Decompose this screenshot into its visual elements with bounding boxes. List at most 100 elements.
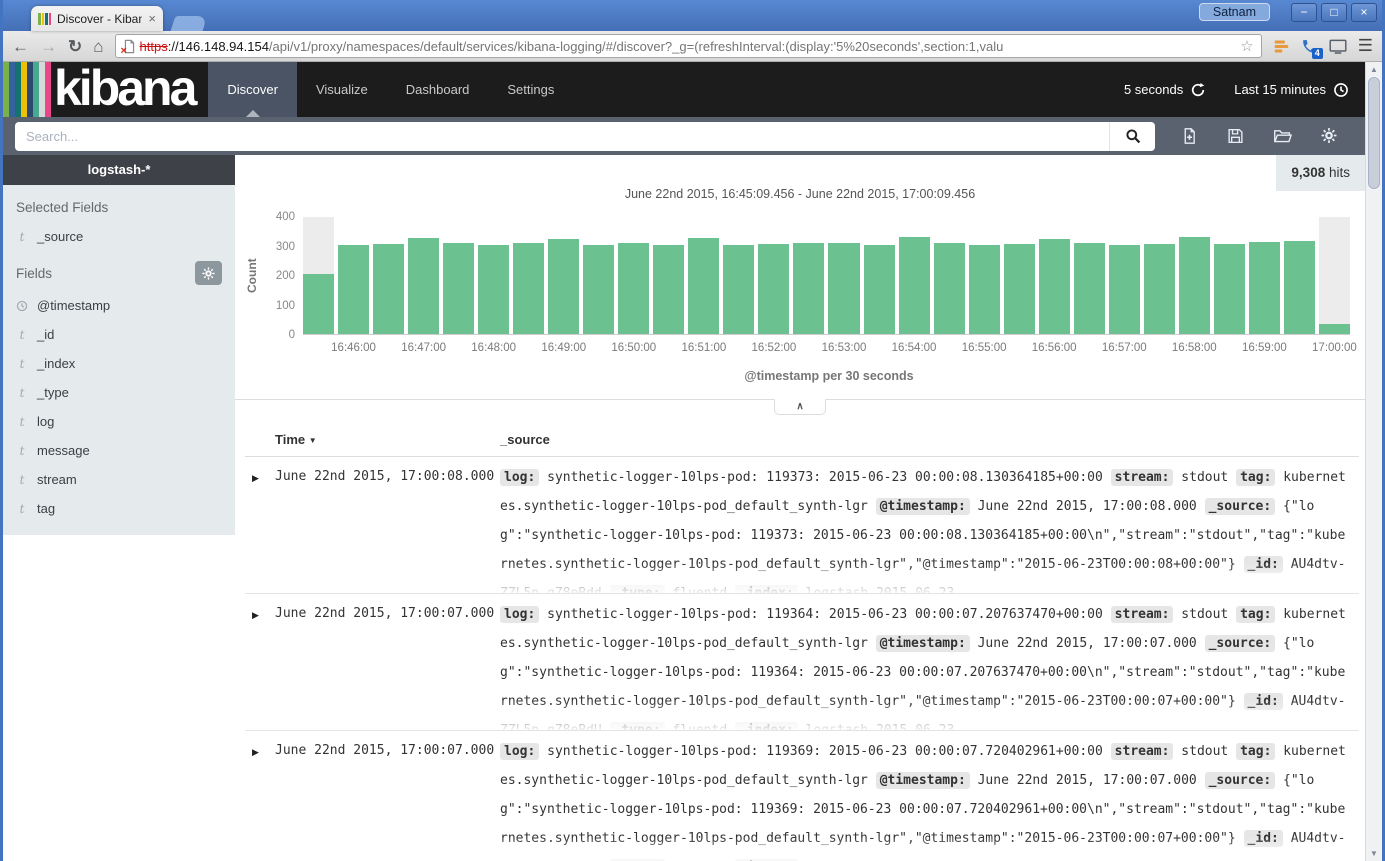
- field-badge: tag:: [1236, 469, 1276, 486]
- sidebar-field-tag[interactable]: t tag: [3, 494, 235, 523]
- histogram-bar[interactable]: [968, 244, 1000, 334]
- kibana-navbar: kibana Discover Visualize Dashboard Setting…: [3, 62, 1365, 117]
- sidebar-field-message[interactable]: t message: [3, 436, 235, 465]
- search-button[interactable]: [1109, 121, 1155, 151]
- histogram-bar[interactable]: [863, 244, 895, 334]
- collapse-chart-button[interactable]: ∧: [774, 399, 826, 415]
- histogram-bar[interactable]: [303, 274, 335, 334]
- nav-item-settings[interactable]: Settings: [507, 82, 555, 97]
- x-axis-tick-label: 16:49:00: [541, 342, 587, 354]
- page-scrollbar[interactable]: ▲ ▼: [1365, 62, 1382, 861]
- doc-table-row[interactable]: ▶ June 22nd 2015, 17:00:07.000 log: synthe…: [245, 731, 1359, 861]
- search-input[interactable]: [15, 121, 1109, 151]
- new-tab-button[interactable]: [170, 16, 208, 31]
- hits-count: 9,308: [1291, 165, 1326, 180]
- histogram-bar-slot: 16:52:00: [752, 217, 796, 354]
- histogram-bar[interactable]: [1038, 238, 1070, 334]
- histogram-bar[interactable]: [828, 242, 860, 334]
- histogram-bar[interactable]: [1283, 241, 1315, 334]
- histogram-bar[interactable]: [1178, 237, 1210, 334]
- histogram-bar[interactable]: [513, 243, 545, 334]
- histogram-bar-slot: 16:47:00: [401, 217, 446, 354]
- settings-gear-icon[interactable]: [1321, 127, 1337, 145]
- histogram-bar[interactable]: [408, 238, 440, 334]
- index-pattern-header[interactable]: logstash-*: [3, 155, 235, 185]
- histogram-bar[interactable]: [443, 242, 475, 334]
- nav-item-discover[interactable]: Discover: [208, 62, 297, 117]
- sidebar-field-stream[interactable]: t stream: [3, 465, 235, 494]
- histogram-bar[interactable]: [478, 244, 510, 334]
- nav-item-dashboard[interactable]: Dashboard: [405, 82, 470, 97]
- scrollbar-thumb[interactable]: [1368, 77, 1380, 189]
- field-badge: _source:: [1204, 772, 1276, 789]
- url-bar[interactable]: × https://146.148.94.154/api/v1/proxy/na…: [114, 34, 1262, 58]
- doc-table-row[interactable]: ▶ June 22nd 2015, 17:00:07.000 log: synthe…: [245, 594, 1359, 731]
- histogram-bar[interactable]: [1143, 244, 1175, 334]
- browser-tab[interactable]: Discover - Kibana 4 ×: [31, 6, 163, 31]
- back-button[interactable]: ←: [12, 36, 29, 56]
- histogram-bar[interactable]: [688, 238, 720, 334]
- expand-row-caret[interactable]: ▶: [252, 610, 259, 620]
- time-column-header[interactable]: Time ▼: [275, 432, 317, 447]
- histogram-bar[interactable]: [758, 244, 790, 334]
- histogram-bar[interactable]: [1213, 244, 1245, 334]
- minimize-button[interactable]: −: [1291, 3, 1317, 22]
- close-button[interactable]: ×: [1351, 3, 1377, 22]
- expand-row-caret[interactable]: ▶: [252, 473, 259, 483]
- histogram-bar[interactable]: [723, 244, 755, 334]
- histogram-bar[interactable]: [583, 244, 615, 334]
- cast-icon[interactable]: [1329, 39, 1347, 54]
- sidebar-field-log[interactable]: t log: [3, 407, 235, 436]
- browser-profile-button[interactable]: Satnam: [1198, 3, 1270, 21]
- home-button[interactable]: ⌂: [93, 36, 104, 56]
- expand-row-caret[interactable]: ▶: [252, 747, 259, 757]
- histogram-bar[interactable]: [793, 243, 825, 334]
- histogram-bar[interactable]: [338, 244, 370, 334]
- histogram-bar[interactable]: [898, 237, 930, 334]
- new-search-icon[interactable]: [1181, 127, 1198, 145]
- doc-time-cell: June 22nd 2015, 17:00:07.000: [275, 743, 495, 758]
- field-settings-gear-button[interactable]: [195, 261, 222, 285]
- nav-item-visualize[interactable]: Visualize: [315, 82, 368, 97]
- forward-button[interactable]: →: [40, 36, 57, 56]
- logo-stripe: [45, 62, 51, 117]
- x-axis-tick-label: 16:59:00: [1241, 342, 1287, 354]
- doc-table: Time ▼ _source ▶ June 22nd 2015, 17:00:08…: [245, 415, 1359, 861]
- extension-icon-phone[interactable]: 4: [1301, 38, 1323, 59]
- sidebar-field-timestamp[interactable]: @timestamp: [3, 291, 235, 320]
- bookmark-star-icon[interactable]: ☆: [1240, 38, 1254, 55]
- sidebar-field-_index[interactable]: t _index: [3, 349, 235, 378]
- sidebar-field-_source[interactable]: t _source: [3, 222, 235, 251]
- refresh-interval-picker[interactable]: 5 seconds: [1124, 82, 1206, 98]
- doc-table-row[interactable]: ▶ June 22nd 2015, 17:00:08.000 log: synthe…: [245, 457, 1359, 594]
- extension-icon-orange[interactable]: [1273, 38, 1290, 55]
- scrollbar-down-arrow[interactable]: ▼: [1370, 849, 1378, 858]
- histogram-bar[interactable]: [1318, 323, 1350, 334]
- save-search-icon[interactable]: [1227, 127, 1244, 145]
- histogram-bar[interactable]: [933, 243, 965, 334]
- sidebar-field-_type[interactable]: t _type: [3, 378, 235, 407]
- histogram-bar[interactable]: [1108, 244, 1140, 334]
- histogram-bar[interactable]: [653, 244, 685, 334]
- time-range-picker[interactable]: Last 15 minutes: [1234, 82, 1349, 98]
- kibana-brand: kibana: [54, 60, 197, 116]
- histogram-bar[interactable]: [548, 238, 580, 334]
- maximize-button[interactable]: □: [1321, 3, 1347, 22]
- refresh-icon: [1190, 82, 1206, 98]
- sidebar-field-_id[interactable]: t _id: [3, 320, 235, 349]
- histogram-bar[interactable]: [1248, 241, 1280, 334]
- histogram-bar[interactable]: [373, 244, 405, 334]
- histogram-bar[interactable]: [1073, 242, 1105, 334]
- doc-time-cell: June 22nd 2015, 17:00:07.000: [275, 606, 495, 621]
- open-search-icon[interactable]: [1273, 127, 1292, 145]
- histogram-bar[interactable]: [618, 243, 650, 334]
- reload-button[interactable]: ↻: [68, 36, 83, 56]
- insecure-page-icon[interactable]: ×: [121, 39, 136, 57]
- field-value: June 22nd 2015, 17:00:08.000: [977, 499, 1197, 514]
- field-sidebar: logstash-* Selected Fields t _source Fiel…: [3, 155, 235, 861]
- scrollbar-up-arrow[interactable]: ▲: [1370, 65, 1378, 74]
- tab-close-icon[interactable]: ×: [148, 11, 156, 26]
- browser-menu-icon[interactable]: ☰: [1357, 36, 1373, 55]
- x-axis-tick-label: 16:46:00: [331, 342, 376, 354]
- histogram-bar[interactable]: [1003, 244, 1035, 334]
